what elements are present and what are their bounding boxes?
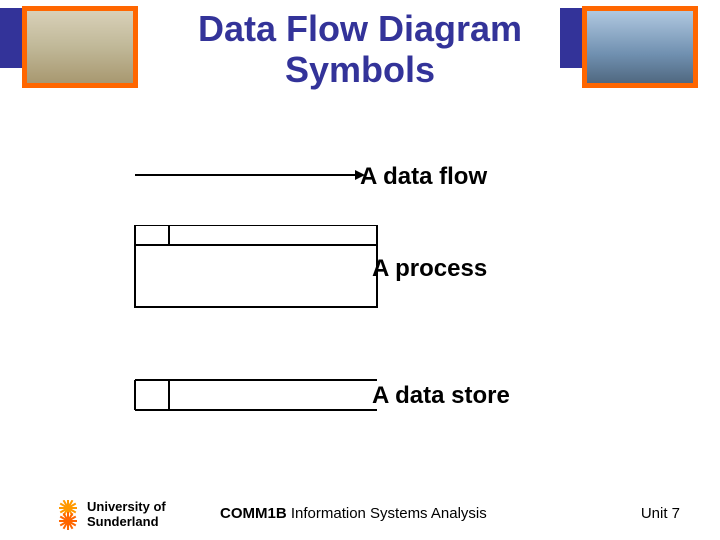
photo-placeholder-left (27, 11, 133, 83)
course-code: COMM1B Information Systems Analysis (220, 505, 487, 522)
university-name: University of Sunderland (87, 500, 166, 530)
header-photo-left (22, 6, 138, 88)
header-photo-right (582, 6, 698, 88)
process-label: A process (372, 255, 487, 283)
symbol-dataflow-row: A data flow (60, 145, 660, 235)
slide-title: Data Flow Diagram Symbols (160, 8, 560, 91)
dataflow-arrow-icon (60, 145, 400, 205)
university-line2: Sunderland (87, 514, 159, 529)
university-block: University of Sunderland (55, 500, 166, 530)
symbol-datastore-row: A data store (60, 360, 660, 450)
symbol-process-row: A process (60, 225, 660, 315)
course-rest: Information Systems Analysis (291, 505, 487, 522)
slide-footer: University of Sunderland COMM1B Informat… (0, 490, 720, 540)
university-logo-icon (55, 500, 81, 530)
university-line1: University of (87, 499, 166, 514)
datastore-label: A data store (372, 382, 510, 410)
datastore-icon (60, 360, 400, 430)
course-bold: COMM1B (220, 505, 291, 522)
dataflow-label: A data flow (360, 163, 487, 191)
photo-placeholder-right (587, 11, 693, 83)
unit-number: Unit 7 (641, 505, 680, 522)
process-box-icon (60, 225, 400, 325)
